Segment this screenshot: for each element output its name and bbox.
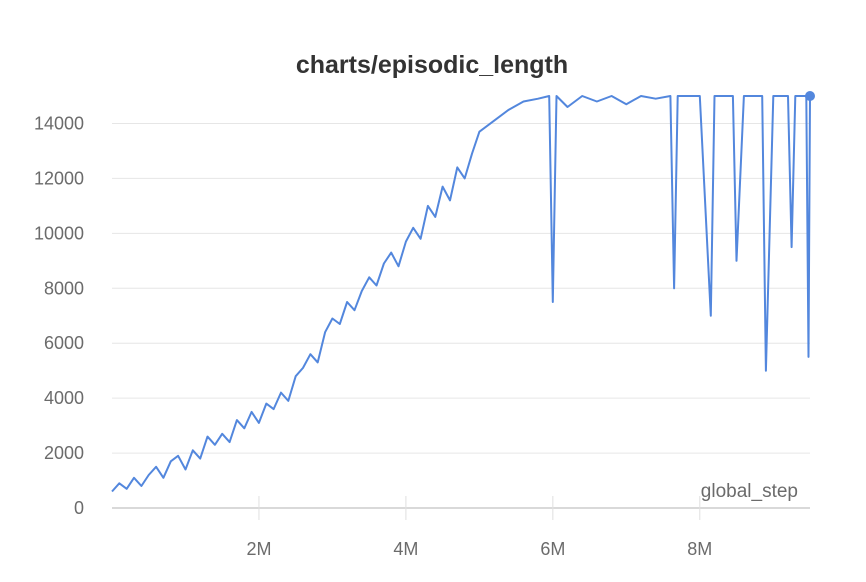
y-tick-label: 14000: [34, 113, 84, 133]
y-axis-ticks: 0 2000 4000 6000 8000 10000 12000 14000: [34, 113, 84, 518]
y-tick-label: 0: [74, 498, 84, 518]
y-tick-label: 8000: [44, 278, 84, 298]
x-axis-ticks: 2M 4M 6M 8M: [246, 496, 712, 559]
series-line: [111, 95, 811, 493]
x-tick-label: 2M: [246, 539, 271, 559]
x-tick-label: 8M: [687, 539, 712, 559]
y-tick-label: 12000: [34, 168, 84, 188]
x-tick-label: 4M: [393, 539, 418, 559]
y-tick-label: 6000: [44, 333, 84, 353]
grid-lines: [112, 122, 810, 509]
x-tick-label: 6M: [540, 539, 565, 559]
y-tick-label: 10000: [34, 223, 84, 243]
last-point-marker: [805, 91, 815, 101]
x-axis-label: global_step: [701, 481, 798, 502]
chart-title: charts/episodic_length: [296, 51, 568, 79]
y-tick-label: 4000: [44, 388, 84, 408]
y-tick-label: 2000: [44, 443, 84, 463]
